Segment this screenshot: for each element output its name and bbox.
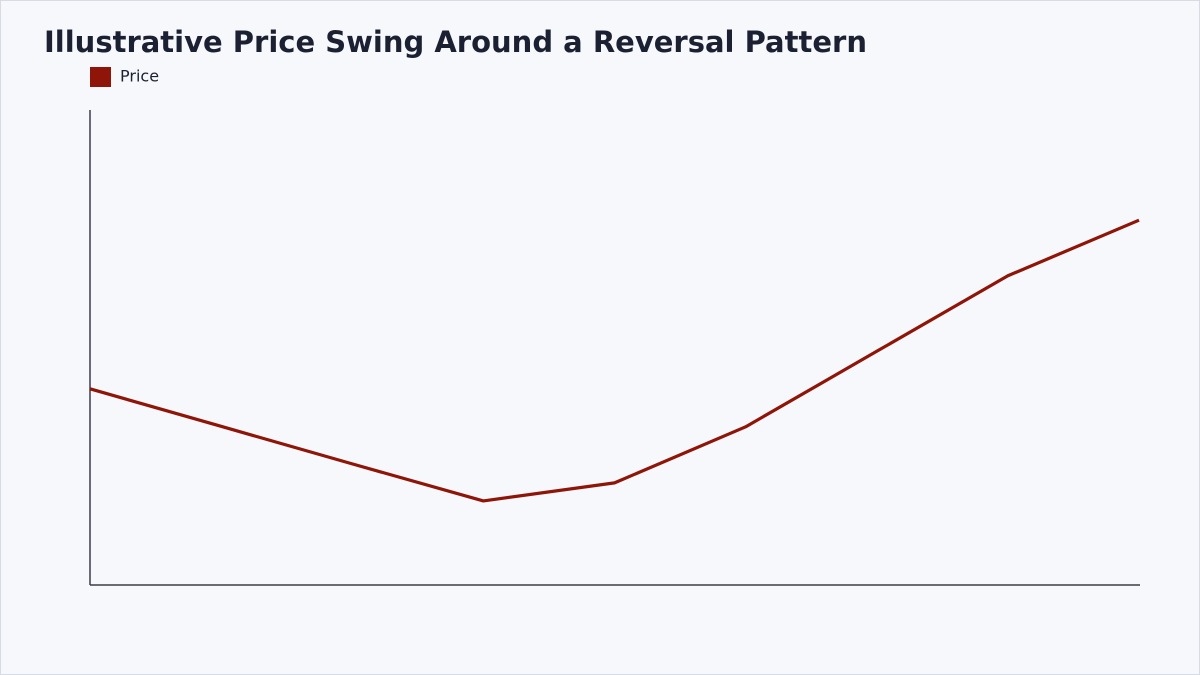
chart-title: Illustrative Price Swing Around a Revers… [44, 25, 867, 59]
legend-swatch [90, 67, 111, 87]
legend-label: Price [120, 67, 159, 86]
price-line [89, 218, 1140, 503]
